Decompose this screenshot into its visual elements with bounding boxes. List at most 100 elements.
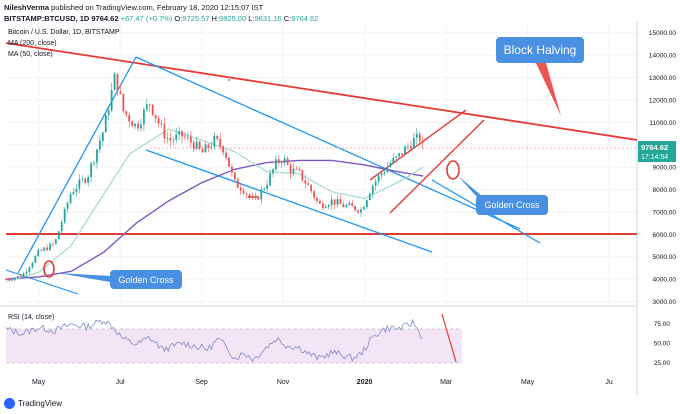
candle-body — [31, 262, 34, 268]
candle-body — [407, 145, 409, 147]
legend-title: Bitcoin / U.S. Dollar, 1D, BITSTAMP — [8, 29, 120, 36]
candle-body — [304, 180, 307, 184]
open-value: 9725.57 — [182, 14, 210, 23]
candle-body — [383, 172, 386, 174]
candle-body — [248, 194, 251, 198]
candle-body — [84, 178, 87, 183]
candle-body — [213, 135, 216, 147]
candle-body — [295, 168, 298, 170]
candle-body — [354, 206, 357, 211]
candle-body — [421, 141, 424, 144]
price-tick-label: 3000.00 — [653, 299, 677, 306]
candle-body — [313, 191, 315, 198]
time-axis[interactable]: May Jul Sep Nov 2020 Mar May Ju — [32, 379, 613, 386]
rsi-line-layer — [5, 318, 423, 363]
golden-cross-callout-2[interactable]: Golden Cross — [458, 176, 548, 215]
candle-body — [46, 247, 48, 251]
candle-body — [269, 173, 271, 186]
last-price: 9764.62 — [91, 14, 119, 23]
price-tick-label: 9000.00 — [653, 165, 677, 172]
time-tick-label: Sep — [195, 379, 208, 386]
candle-body — [280, 162, 283, 164]
candle-body — [219, 138, 222, 147]
candle-body — [415, 133, 418, 138]
candle-body — [28, 267, 31, 272]
candle-body — [310, 184, 313, 192]
price-tick-label: 11000.00 — [649, 120, 676, 127]
price-tick-label: 12000.00 — [649, 97, 676, 104]
block-halving-callout[interactable]: Block Halving — [496, 37, 584, 116]
candle-body — [81, 178, 84, 180]
low-label: L: — [248, 14, 255, 23]
candle-body — [210, 146, 213, 148]
rising-channel-upper — [369, 109, 467, 181]
golden-cross-pointer-1 — [58, 273, 110, 282]
golden-cross-box-2 — [476, 195, 548, 215]
candle-body — [178, 131, 181, 135]
candle-body — [52, 243, 54, 245]
candle-body — [263, 188, 266, 190]
price-tick-label: 7000.00 — [653, 209, 677, 216]
price-tick-label: 6000.00 — [653, 232, 677, 239]
candle-body — [404, 146, 406, 155]
footer: TradingView — [0, 396, 140, 412]
candle-body — [319, 201, 321, 204]
candle-body — [37, 249, 40, 256]
candle-body — [122, 93, 125, 112]
candle-body — [307, 183, 310, 185]
price-badge-countdown: 17:14:54 — [641, 154, 668, 161]
candle-body — [160, 123, 163, 125]
candle-body — [110, 89, 113, 111]
candle-body — [392, 157, 395, 164]
candle-body — [324, 206, 327, 208]
candle-body — [40, 249, 43, 251]
candle-body — [72, 191, 75, 195]
candle-body — [19, 275, 22, 278]
candle-body — [260, 189, 263, 200]
candle-body — [142, 109, 145, 125]
golden-cross-callout-1[interactable]: Golden Cross — [58, 270, 182, 289]
candle-body — [169, 138, 172, 141]
golden-cross-pointer-2 — [458, 176, 482, 196]
candle-body — [131, 121, 134, 127]
candle-body — [145, 104, 148, 110]
candle-body — [78, 179, 81, 189]
candle-body — [336, 199, 339, 205]
price-badge: 9764.62 17:14:54 — [638, 141, 676, 162]
time-tick-label: Nov — [277, 379, 290, 386]
candle-body — [201, 149, 204, 153]
candle-body — [198, 141, 201, 150]
tradingview-logo-icon[interactable] — [4, 398, 15, 409]
candle-body — [49, 243, 51, 251]
candle-body — [409, 145, 412, 149]
candle-body — [184, 136, 186, 138]
time-tick-label: May — [521, 379, 535, 386]
candle-body — [386, 166, 389, 173]
price-badge-box — [638, 141, 676, 162]
candle-body — [207, 144, 210, 148]
candle-body — [233, 172, 236, 180]
candle-body — [236, 179, 239, 188]
candle-body — [90, 163, 92, 177]
candle-body — [368, 193, 371, 201]
author-name[interactable]: NileshVerma — [4, 3, 50, 12]
price-pane: 3000.00 4000.00 5000.00 6000.00 7000.00 8000.… — [0, 22, 676, 396]
candle-body — [22, 273, 25, 278]
ma50-line — [5, 128, 424, 282]
candle-body — [292, 168, 295, 174]
symbol-label[interactable]: BITSTAMP:BTCUSD, 1D — [4, 14, 90, 23]
candle-body — [283, 158, 286, 163]
candle-body — [348, 203, 351, 206]
candle-body — [418, 133, 421, 142]
time-tick-label: 2020 — [357, 379, 373, 386]
candle-body — [286, 158, 289, 165]
candle-body — [225, 152, 227, 158]
tradingview-logo-text[interactable]: TradingView — [18, 399, 63, 408]
block-halving-box — [496, 37, 584, 63]
candle-body — [87, 176, 90, 183]
candle-body — [330, 199, 333, 206]
candle-body — [321, 203, 324, 208]
rsi-pane: 25.00 50.00 75.00 RSI (14, close) — [5, 313, 670, 367]
candle-body — [222, 146, 225, 153]
candle-body — [128, 114, 131, 122]
